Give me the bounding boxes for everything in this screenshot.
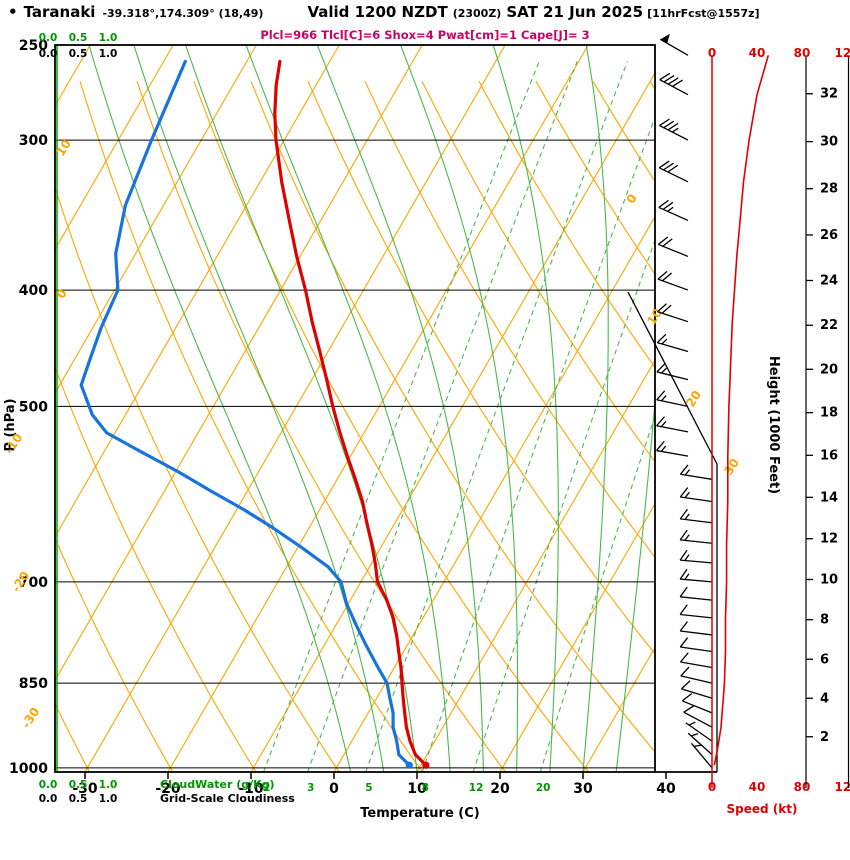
isotherm-lines xyxy=(55,45,655,772)
svg-text:300: 300 xyxy=(19,133,48,149)
svg-text:22: 22 xyxy=(820,318,838,333)
temperature-axis: -30 -20 -10 0 10 20 30 40 Temperature (C) xyxy=(72,772,676,821)
height-axis-label: Height (1000 Feet) xyxy=(766,356,781,494)
svg-text:20: 20 xyxy=(820,362,838,377)
pressure-gridlines xyxy=(55,139,655,769)
svg-text:40: 40 xyxy=(656,781,676,797)
svg-text:120: 120 xyxy=(834,46,850,60)
svg-text:-30: -30 xyxy=(72,781,98,797)
title-bar: • Taranaki -39.318°,174.309° (18,49) Val… xyxy=(8,3,760,21)
station-coords: -39.318°,174.309° (18,49) xyxy=(102,7,264,20)
svg-text:14: 14 xyxy=(820,490,838,505)
svg-text:0.5: 0.5 xyxy=(69,793,88,805)
svg-text:24: 24 xyxy=(820,273,838,288)
svg-text:0: 0 xyxy=(53,287,69,302)
thermo-indices: Plcl=966 Tlcl[C]=6 Shox=4 Pwat[cm]=1 Cap… xyxy=(260,28,590,42)
dewpoint-curve xyxy=(79,59,413,769)
station-name: Taranaki xyxy=(23,3,96,21)
pressure-axis: 250 300 400 500 700 850 1000 P (hPa) xyxy=(3,38,48,777)
svg-text:1.0: 1.0 xyxy=(99,779,118,791)
svg-text:8: 8 xyxy=(820,613,829,628)
svg-text:0.0: 0.0 xyxy=(39,32,58,44)
svg-text:1.0: 1.0 xyxy=(99,793,118,805)
svg-text:-30: -30 xyxy=(19,705,43,731)
svg-text:4: 4 xyxy=(820,691,829,706)
svg-text:700: 700 xyxy=(19,575,48,591)
valid-date: SAT 21 Jun 2025 xyxy=(506,3,644,21)
svg-text:16: 16 xyxy=(820,448,838,463)
svg-text:-20: -20 xyxy=(155,781,181,797)
svg-text:0: 0 xyxy=(708,46,716,60)
svg-text:0.0: 0.0 xyxy=(39,779,58,791)
svg-text:0: 0 xyxy=(708,780,716,794)
svg-text:32: 32 xyxy=(820,87,838,102)
svg-text:80: 80 xyxy=(794,780,811,794)
svg-text:26: 26 xyxy=(820,228,838,243)
valid-time: Valid 1200 NZDT xyxy=(307,3,448,21)
svg-text:500: 500 xyxy=(19,399,48,415)
svg-text:1000: 1000 xyxy=(9,761,48,777)
svg-text:1.0: 1.0 xyxy=(99,32,118,44)
svg-text:6: 6 xyxy=(820,652,829,667)
svg-text:2: 2 xyxy=(820,730,829,745)
moist-adiabats xyxy=(88,45,655,772)
svg-text:12: 12 xyxy=(469,782,484,794)
svg-text:5: 5 xyxy=(365,782,372,794)
dry-adiabats xyxy=(55,81,655,772)
svg-text:0: 0 xyxy=(623,192,639,207)
svg-text:20: 20 xyxy=(536,782,551,794)
svg-text:8: 8 xyxy=(422,782,429,794)
cloud-scale-rows: 0.0 0.0 0.0 0.0 0.5 0.5 0.5 0.5 1.0 1.0 1.0 1.0 Clou… xyxy=(39,32,296,805)
svg-text:1.0: 1.0 xyxy=(99,48,118,60)
svg-text:30: 30 xyxy=(721,456,742,478)
svg-text:0.5: 0.5 xyxy=(69,48,88,60)
temperature-curve xyxy=(273,59,430,769)
surface-dewpoint-dot xyxy=(405,761,413,769)
svg-text:0.0: 0.0 xyxy=(39,793,58,805)
speed-axis-label: Speed (kt) xyxy=(727,802,798,816)
svg-text:20: 20 xyxy=(490,781,510,797)
plot-frame xyxy=(54,44,718,773)
svg-text:850: 850 xyxy=(19,676,48,692)
svg-text:30: 30 xyxy=(820,135,838,150)
surface-temperature-dot xyxy=(422,761,430,769)
svg-text:10: 10 xyxy=(820,572,838,587)
mixing-ratio-labels: 2 3 5 8 12 20 xyxy=(263,782,550,794)
svg-text:0: 0 xyxy=(329,781,339,797)
svg-text:250: 250 xyxy=(19,38,48,54)
valid-zulu: (2300Z) xyxy=(452,7,502,20)
pressure-axis-label: P (hPa) xyxy=(3,398,18,451)
forecast-info: [11hrFcst@1557z] xyxy=(647,7,760,20)
cloudwater-scale-label: CloudWater (g/Kg) xyxy=(160,778,275,791)
svg-text:10: 10 xyxy=(644,306,665,328)
wind-barbs xyxy=(655,33,713,769)
svg-text:40: 40 xyxy=(749,780,766,794)
svg-text:3: 3 xyxy=(307,782,314,794)
svg-text:10: 10 xyxy=(407,781,427,797)
svg-text:120: 120 xyxy=(834,780,850,794)
temperature-axis-label: Temperature (C) xyxy=(360,806,479,821)
svg-text:40: 40 xyxy=(749,46,766,60)
svg-text:400: 400 xyxy=(19,283,48,299)
svg-text:28: 28 xyxy=(820,182,838,197)
svg-text:0.5: 0.5 xyxy=(69,779,88,791)
svg-text:-10: -10 xyxy=(238,781,264,797)
svg-text:18: 18 xyxy=(820,406,838,421)
svg-text:0.0: 0.0 xyxy=(39,48,58,60)
station-bullet: • xyxy=(8,3,18,21)
svg-text:0.5: 0.5 xyxy=(69,32,88,44)
svg-text:12: 12 xyxy=(820,532,838,547)
barb-anchor-line xyxy=(627,291,718,772)
svg-text:80: 80 xyxy=(794,46,811,60)
svg-text:2: 2 xyxy=(263,782,270,794)
speed-profile xyxy=(713,55,770,766)
cloudiness-scale-label: Grid-Scale Cloudiness xyxy=(160,792,295,805)
svg-text:30: 30 xyxy=(573,781,593,797)
